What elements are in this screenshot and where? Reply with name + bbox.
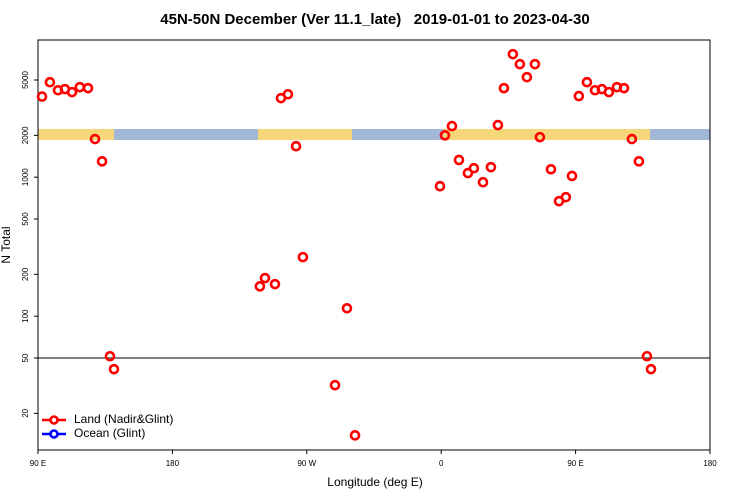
data-point — [477, 176, 489, 188]
data-point — [349, 430, 361, 441]
data-point — [254, 281, 266, 292]
data-point — [633, 156, 645, 167]
data-point — [36, 91, 48, 102]
y-tick-label: 1000 — [21, 168, 30, 186]
y-tick-label: 100 — [21, 309, 30, 323]
legend-label: Land (Nadir&Glint) — [74, 412, 173, 426]
data-point — [108, 363, 120, 375]
data-point — [618, 82, 630, 94]
x-tick-label: 180 — [703, 459, 717, 468]
data-point — [453, 154, 465, 166]
x-tick-label: 90 E — [30, 459, 46, 468]
data-point — [96, 156, 108, 167]
x-tick-label: 90 W — [297, 459, 316, 468]
data-point — [492, 119, 504, 131]
y-tick-label: 500 — [21, 212, 30, 226]
legend-marker — [49, 415, 59, 425]
data-point — [534, 131, 546, 143]
data-point — [269, 278, 281, 290]
x-tick-label: 180 — [166, 459, 180, 468]
data-point — [485, 161, 497, 173]
data-point — [439, 130, 451, 141]
data-point — [514, 58, 526, 70]
data-point — [581, 76, 593, 88]
data-point — [89, 133, 101, 145]
data-point — [507, 48, 519, 60]
y-tick-label: 5000 — [21, 71, 30, 89]
y-tick-label: 50 — [21, 353, 30, 362]
data-point — [626, 133, 638, 145]
y-tick-label: 200 — [21, 267, 30, 281]
data-point — [529, 58, 541, 70]
data-point — [498, 82, 510, 94]
data-point — [446, 120, 458, 132]
y-tick-label: 2000 — [21, 126, 30, 144]
legend-label: Ocean (Glint) — [74, 426, 145, 440]
data-point — [545, 163, 557, 175]
chart-title: 45N-50N December (Ver 11.1_late) 2019-01… — [160, 11, 589, 28]
x-axis-label: Longitude (deg E) — [327, 475, 422, 489]
legend-marker — [49, 429, 59, 439]
data-point — [641, 350, 653, 362]
data-point — [603, 86, 615, 98]
data-point — [44, 76, 56, 88]
x-tick-label: 0 — [439, 459, 444, 468]
data-point — [259, 272, 271, 284]
data-point — [468, 162, 480, 174]
land-ocean-strip — [38, 129, 710, 140]
data-point — [573, 90, 585, 102]
x-tick-label: 90 E — [567, 459, 583, 468]
data-point — [66, 86, 78, 98]
data-point — [329, 379, 341, 391]
data-point — [297, 251, 309, 263]
data-point — [104, 350, 116, 362]
y-axis-label: N Total — [0, 226, 13, 263]
data-point — [74, 81, 86, 93]
data-point — [290, 140, 302, 152]
data-point — [645, 363, 657, 375]
data-point — [566, 170, 578, 182]
data-point — [282, 88, 294, 100]
data-point — [560, 191, 572, 203]
plot-frame — [37, 39, 711, 451]
data-point — [521, 71, 533, 83]
y-tick-label: 20 — [21, 408, 30, 417]
data-point — [434, 180, 446, 192]
data-point — [341, 302, 353, 314]
data-point — [82, 82, 94, 94]
